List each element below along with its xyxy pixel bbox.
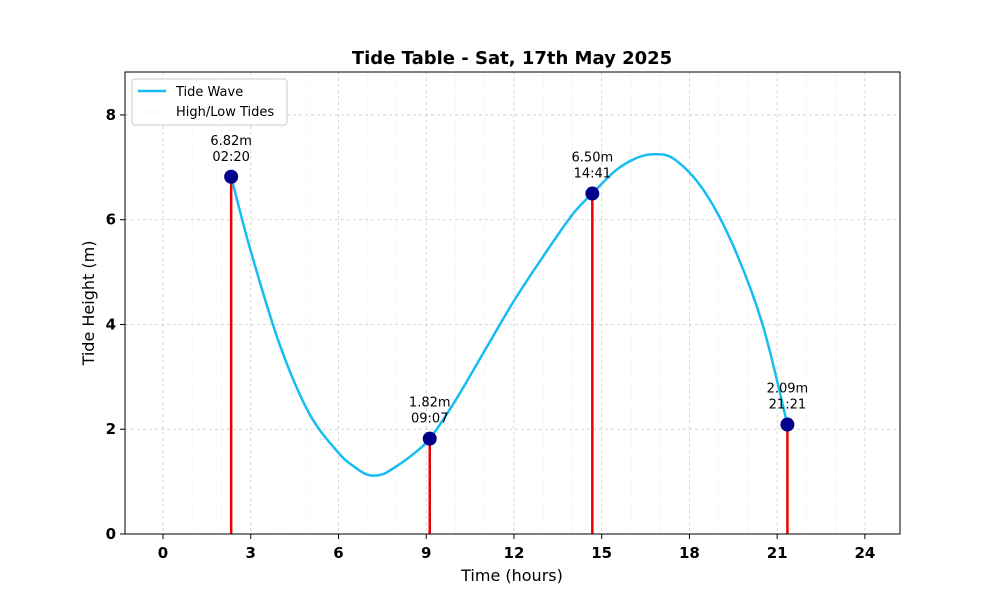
y-tick-label: 2 bbox=[106, 420, 116, 438]
x-tick-label: 3 bbox=[246, 544, 256, 562]
legend: Tide Wave High/Low Tides bbox=[131, 78, 288, 126]
tide-wave-layer bbox=[229, 152, 789, 477]
x-tick-label: 18 bbox=[679, 544, 700, 562]
y-tick-label: 4 bbox=[106, 315, 116, 333]
y-tick-label: 0 bbox=[106, 525, 116, 543]
plot-frame bbox=[124, 71, 901, 535]
legend-box bbox=[131, 78, 288, 126]
y-tick-label: 6 bbox=[106, 211, 116, 229]
x-tick-label: 0 bbox=[158, 544, 168, 562]
tide-height-label: 6.82m bbox=[210, 134, 252, 149]
tide-time-label: 21:21 bbox=[769, 398, 806, 413]
tide-time-label: 09:07 bbox=[411, 412, 448, 427]
x-axis-ticks: 0 3 6 9 12 15 18 21 24 bbox=[158, 534, 875, 562]
x-tick-label: 12 bbox=[504, 544, 525, 562]
tide-time-label: 02:20 bbox=[212, 150, 249, 165]
y-axis-ticks: 0 2 4 6 8 bbox=[106, 106, 125, 543]
x-tick-label: 24 bbox=[854, 544, 875, 562]
chart-title: Tide Table - Sat, 17th May 2025 bbox=[352, 48, 672, 69]
y-tick-label: 8 bbox=[106, 106, 116, 124]
tide-markers bbox=[224, 169, 795, 446]
tide-wave-line bbox=[229, 152, 789, 477]
tide-marker bbox=[422, 431, 437, 446]
x-tick-label: 21 bbox=[767, 544, 788, 562]
tide-height-label: 2.09m bbox=[767, 382, 809, 397]
tide-marker bbox=[224, 169, 239, 184]
tide-marker bbox=[780, 417, 795, 432]
tide-time-label: 14:41 bbox=[574, 167, 611, 182]
tide-height-label: 6.50m bbox=[572, 151, 614, 166]
tide-stems bbox=[229, 176, 789, 534]
x-tick-label: 15 bbox=[591, 544, 612, 562]
x-axis-label: Time (hours) bbox=[460, 566, 563, 585]
y-axis-label: Tide Height (m) bbox=[79, 241, 98, 367]
legend-wave-label: Tide Wave bbox=[175, 85, 243, 100]
x-tick-label: 9 bbox=[421, 544, 431, 562]
tide-height-label: 1.82m bbox=[409, 396, 451, 411]
tide-marker bbox=[585, 186, 600, 201]
legend-tides-label: High/Low Tides bbox=[176, 105, 274, 120]
x-tick-label: 6 bbox=[333, 544, 343, 562]
